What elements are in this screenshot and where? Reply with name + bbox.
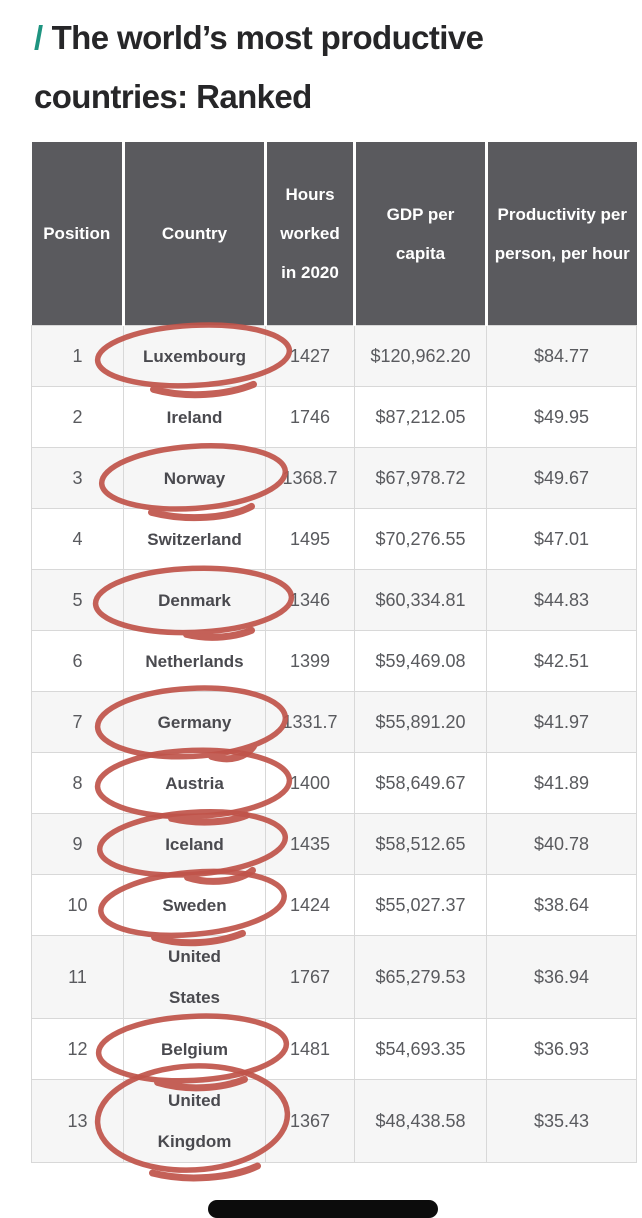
cell-productivity: $44.83 xyxy=(486,569,637,631)
cell-productivity: $49.67 xyxy=(486,447,637,509)
cell-position: 2 xyxy=(31,386,124,448)
cell-productivity: $40.78 xyxy=(486,813,637,875)
page-title-text: The world’s most productive countries: R… xyxy=(34,19,484,115)
header-position: Position xyxy=(31,142,124,326)
table-row: 1 Luxembourg 1427 $120,962.20 $84.77 xyxy=(31,322,637,399)
table-row: 13 United Kingdom 1367 $48,438.58 $35.43 xyxy=(31,1063,637,1182)
table-row: 7 Germany 1331.7 $55,891.20 $41.97 xyxy=(31,685,637,763)
cell-gdp: $87,212.05 xyxy=(354,386,487,448)
cell-hours: 1435 xyxy=(265,813,355,875)
cell-gdp: $55,891.20 xyxy=(354,691,487,753)
table-row: 9 Iceland 1435 $58,512.65 $40.78 xyxy=(31,809,637,885)
header-country: Country xyxy=(122,142,266,326)
cell-hours: 1427 xyxy=(265,325,355,387)
cell-country: Switzerland xyxy=(123,508,266,570)
cell-country: Austria xyxy=(95,747,293,826)
header-hours-worked: Hours worked in 2020 xyxy=(264,142,355,326)
cell-position: 13 xyxy=(31,1079,124,1163)
cell-productivity: $42.51 xyxy=(486,630,637,692)
cell-position: 11 xyxy=(31,935,124,1019)
table-row: 10 Sweden 1424 $55,027.37 $38.64 xyxy=(31,868,637,947)
cell-position: 5 xyxy=(31,569,124,631)
table-row: 12 Belgium 1481 $54,693.35 $36.93 xyxy=(31,1013,637,1092)
cell-country: Netherlands xyxy=(123,630,266,692)
cell-position: 8 xyxy=(31,752,124,814)
cell-productivity: $38.64 xyxy=(486,874,637,936)
cell-country: Belgium xyxy=(95,1013,289,1092)
cell-gdp: $48,438.58 xyxy=(354,1079,487,1163)
cell-country: Iceland xyxy=(96,809,288,885)
cell-productivity: $35.43 xyxy=(486,1079,637,1163)
cell-gdp: $67,978.72 xyxy=(354,447,487,509)
header-productivity: Productivity per person, per hour xyxy=(485,142,637,326)
table-header-row: Position Country Hours worked in 2020 GD… xyxy=(31,142,637,326)
cell-hours: 1400 xyxy=(265,752,355,814)
cell-gdp: $55,027.37 xyxy=(354,874,487,936)
cell-productivity: $36.94 xyxy=(486,935,637,1019)
table-row: 2 Ireland 1746 $87,212.05 $49.95 xyxy=(31,386,637,448)
cell-country: Germany xyxy=(95,685,289,763)
cell-position: 1 xyxy=(31,325,124,387)
cell-position: 12 xyxy=(31,1018,124,1080)
cell-country: Denmark xyxy=(93,565,295,641)
cell-gdp: $70,276.55 xyxy=(354,508,487,570)
cell-gdp: $58,512.65 xyxy=(354,813,487,875)
table-row: 5 Denmark 1346 $60,334.81 $44.83 xyxy=(31,565,637,641)
cell-hours: 1746 xyxy=(265,386,355,448)
cell-hours: 1495 xyxy=(265,508,355,570)
cell-gdp: $60,334.81 xyxy=(354,569,487,631)
cell-productivity: $49.95 xyxy=(486,386,637,448)
cell-gdp: $120,962.20 xyxy=(354,325,487,387)
cell-productivity: $41.89 xyxy=(486,752,637,814)
table-row: 6 Netherlands 1399 $59,469.08 $42.51 xyxy=(31,630,637,692)
cell-position: 7 xyxy=(31,691,124,753)
cell-hours: 1481 xyxy=(265,1018,355,1080)
cell-hours: 1399 xyxy=(265,630,355,692)
cell-productivity: $41.97 xyxy=(486,691,637,753)
title-slash-accent: / xyxy=(34,19,43,56)
header-gdp-per-capita: GDP per capita xyxy=(353,142,487,326)
cell-position: 10 xyxy=(31,874,124,936)
cell-country: United States xyxy=(123,935,266,1019)
cell-hours: 1331.7 xyxy=(265,691,355,753)
table-row: 4 Switzerland 1495 $70,276.55 $47.01 xyxy=(31,508,637,570)
cell-gdp: $54,693.35 xyxy=(354,1018,487,1080)
cell-country: Ireland xyxy=(123,386,266,448)
cell-productivity: $84.77 xyxy=(486,325,637,387)
bottom-sheet-handle[interactable] xyxy=(208,1200,438,1218)
page-title: / The world’s most productive countries: … xyxy=(34,8,609,126)
cell-productivity: $47.01 xyxy=(486,508,637,570)
table-row: 3 Norway 1368.7 $67,978.72 $49.67 xyxy=(31,443,637,522)
cell-hours: 1367 xyxy=(265,1079,355,1163)
cell-country: Norway xyxy=(99,443,289,522)
cell-hours: 1346 xyxy=(265,569,355,631)
table-row: 11 United States 1767 $65,279.53 $36.94 xyxy=(31,935,637,1019)
cell-country: Luxembourg xyxy=(95,322,293,399)
cell-position: 3 xyxy=(31,447,124,509)
cell-gdp: $59,469.08 xyxy=(354,630,487,692)
cell-hours: 1424 xyxy=(265,874,355,936)
cell-country: United Kingdom xyxy=(94,1063,290,1182)
cell-hours: 1767 xyxy=(265,935,355,1019)
productivity-table: Position Country Hours worked in 2020 GD… xyxy=(31,142,637,1182)
table-row: 8 Austria 1400 $58,649.67 $41.89 xyxy=(31,747,637,826)
cell-gdp: $65,279.53 xyxy=(354,935,487,1019)
cell-hours: 1368.7 xyxy=(265,447,355,509)
cell-country: Sweden xyxy=(97,868,287,947)
cell-position: 9 xyxy=(31,813,124,875)
cell-position: 6 xyxy=(31,630,124,692)
cell-position: 4 xyxy=(31,508,124,570)
cell-productivity: $36.93 xyxy=(486,1018,637,1080)
cell-gdp: $58,649.67 xyxy=(354,752,487,814)
